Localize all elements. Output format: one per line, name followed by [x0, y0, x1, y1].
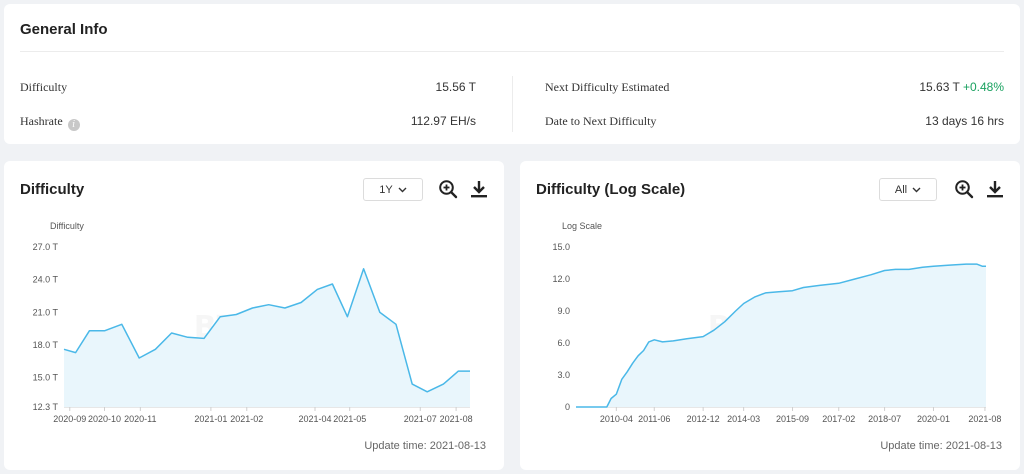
- y-tick-label: 18.0 T: [33, 340, 59, 350]
- x-tick-label: 2021-05: [333, 414, 366, 424]
- next-difficulty-value-group: 15.63 T +0.48%: [919, 80, 1004, 94]
- y-tick-label: 12.3 T: [33, 402, 59, 412]
- info-icon[interactable]: i: [67, 119, 80, 131]
- y-tick-label: 15.0 T: [33, 373, 59, 383]
- difficulty-value: 15.56 T: [435, 80, 476, 94]
- zoom-in-icon[interactable]: [954, 179, 974, 199]
- difficulty-chart-title: Difficulty: [20, 181, 85, 198]
- x-tick-label: 2011-06: [638, 414, 670, 424]
- range-select-value: All: [894, 183, 908, 196]
- hashrate-value: 112.97 EH/s: [410, 114, 476, 128]
- x-tick-label: 2021-02: [230, 414, 263, 424]
- general-info-title: General Info: [20, 21, 108, 38]
- x-tick-label: 2020-11: [124, 414, 156, 424]
- date-to-next-difficulty-value: 13 days 16 hrs: [925, 114, 1004, 128]
- series-area: [576, 264, 986, 407]
- x-tick-label: 2021-01: [194, 414, 227, 424]
- y-tick-label: 21.0 T: [33, 307, 59, 317]
- next-difficulty-label: Next Difficulty Estimated: [545, 80, 670, 94]
- x-tick-label: 2018-07: [868, 414, 901, 424]
- download-icon[interactable]: [985, 179, 1005, 199]
- chevron-down-icon: [912, 187, 921, 192]
- difficulty-chart-card: Difficulty 12.3 T 15.0 T 18.0 T 21.0 T 24.0 T…: [4, 161, 504, 470]
- y-tick-label: 27.0 T: [33, 242, 59, 252]
- x-tick-label: 2021-04: [298, 414, 331, 424]
- y-tick-label: 12.0: [552, 274, 570, 284]
- x-tick-label: 2020-01: [917, 414, 950, 424]
- y-tick-label: 6.0: [557, 338, 570, 348]
- difficulty-log-chart: Log Scale 0 3.0 6.0 9.0 12.0 15.0 2010-04 2011-0…: [552, 221, 1001, 424]
- difficulty-label: Difficulty: [20, 80, 68, 94]
- y-tick-label: 0: [565, 402, 570, 412]
- x-tick-label: 2014-03: [727, 414, 760, 424]
- x-tick-label: 2010-04: [600, 414, 633, 424]
- x-tick-label: 2021-08: [440, 414, 473, 424]
- next-difficulty-value: 15.63 T: [919, 80, 960, 94]
- hashrate-label-text: Hashrate: [20, 114, 63, 128]
- range-select[interactable]: 1Y: [363, 178, 423, 201]
- series-line: [576, 263, 986, 408]
- y-tick-label: 3.0: [557, 370, 570, 380]
- y-axis-title: Difficulty: [50, 221, 84, 231]
- date-to-next-difficulty-label: Date to Next Difficulty: [545, 114, 657, 128]
- x-tick-label: 2015-09: [776, 414, 809, 424]
- update-time: Update time: 2021-08-13: [364, 440, 486, 452]
- general-info-column-divider: [512, 76, 513, 132]
- range-select[interactable]: All: [879, 178, 937, 201]
- zoom-in-icon[interactable]: [438, 179, 458, 199]
- difficulty-log-chart-title: Difficulty (Log Scale): [536, 181, 686, 198]
- download-icon[interactable]: [469, 179, 489, 199]
- x-tick-label: 2021-07: [404, 414, 437, 424]
- x-tick-label: 2020-10: [88, 414, 121, 424]
- range-select-value: 1Y: [379, 183, 393, 196]
- y-tick-label: 9.0: [557, 306, 570, 316]
- series-line: [63, 268, 470, 393]
- y-tick-label: 24.0 T: [33, 275, 59, 285]
- general-info-divider: [20, 51, 1004, 52]
- y-tick-label: 15.0: [552, 242, 570, 252]
- x-tick-label: 2021-08: [968, 414, 1001, 424]
- next-difficulty-change: +0.48%: [962, 80, 1004, 94]
- x-tick-label: 2017-02: [822, 414, 855, 424]
- hashrate-label: Hashrate i: [20, 114, 80, 131]
- difficulty-chart: Difficulty 12.3 T 15.0 T 18.0 T 21.0 T 24.0 T…: [33, 221, 473, 424]
- x-tick-label: 2020-09: [53, 414, 86, 424]
- general-info-card: General Info Difficulty 15.56 T Hashrate…: [4, 4, 1020, 144]
- x-tick-label: 2012-12: [687, 414, 720, 424]
- update-time: Update time: 2021-08-13: [880, 440, 1002, 452]
- difficulty-log-chart-card: Log Scale 0 3.0 6.0 9.0 12.0 15.0 2010-04 2011-0…: [520, 161, 1020, 470]
- series-area: [64, 268, 470, 407]
- y-axis-title: Log Scale: [562, 221, 602, 231]
- chevron-down-icon: [398, 187, 407, 192]
